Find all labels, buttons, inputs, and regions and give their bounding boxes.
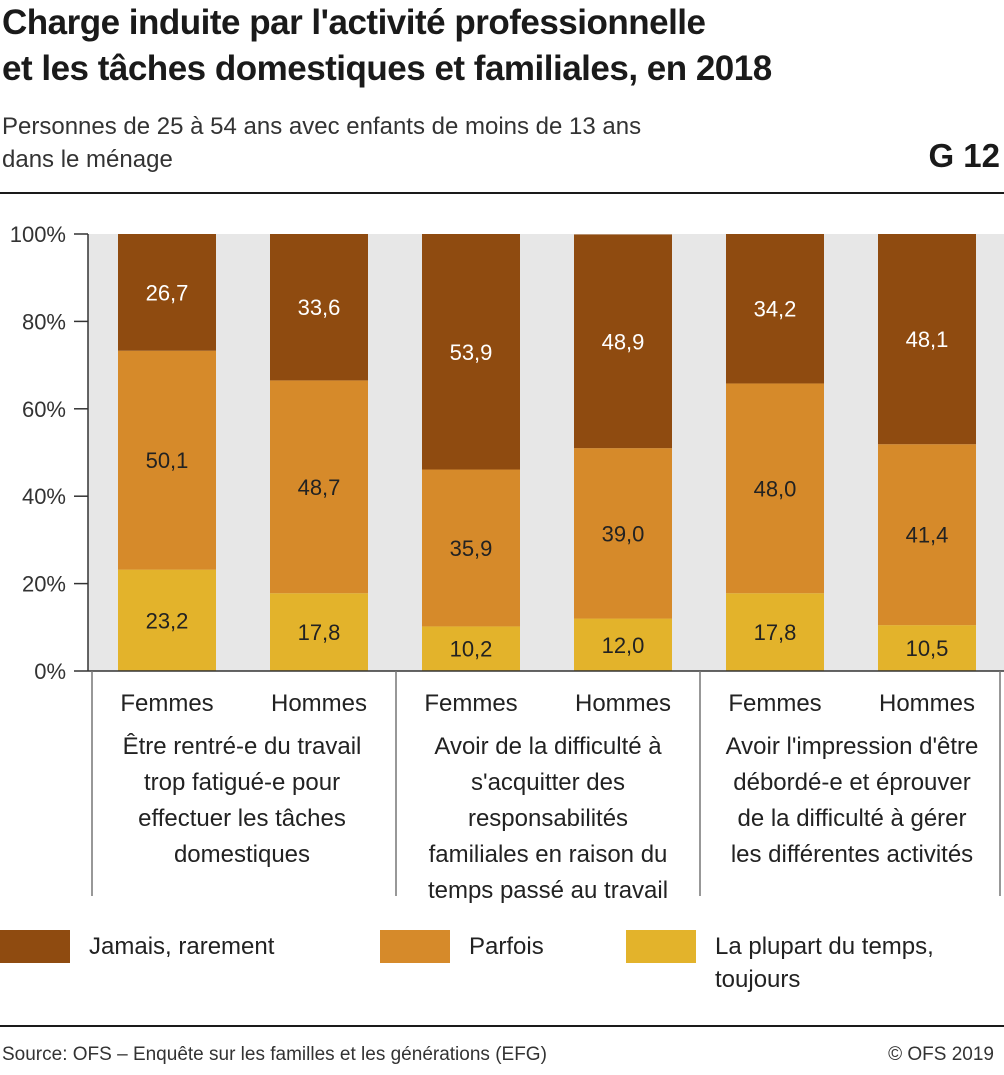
x-category-label: Hommes [879, 690, 975, 717]
group-label-line: les différentes activités [731, 841, 973, 868]
legend-item: Jamais, rarement [0, 930, 274, 963]
bar-value-label: 10,5 [906, 636, 949, 661]
bar-value-label: 48,1 [906, 327, 949, 352]
y-tick-label: 60% [22, 397, 66, 422]
bar-value-label: 48,0 [754, 476, 797, 501]
bar-value-label: 10,2 [450, 637, 493, 662]
bar-segment [270, 234, 368, 381]
bar-value-label: 26,7 [146, 280, 189, 305]
bar-segment [118, 569, 216, 671]
bar-segment [878, 625, 976, 671]
bar-segment [574, 618, 672, 671]
y-tick-label: 0% [34, 659, 66, 684]
legend-label: La plupart du temps, toujours [715, 933, 934, 993]
group-label-line: Être rentré-e du travail [123, 733, 362, 760]
figure-code: G 12 [928, 137, 1000, 174]
bar-segment [574, 448, 672, 619]
bar-value-label: 53,9 [450, 340, 493, 365]
x-category-label: Femmes [728, 690, 821, 717]
bar-value-label: 50,1 [146, 448, 189, 473]
group-label-line: effectuer les tâches [138, 805, 346, 832]
footer-rule [0, 1025, 1004, 1027]
header-rule [0, 192, 1004, 194]
legend-label: Parfois [469, 933, 544, 960]
group-label-line: Avoir l'impression d'être [726, 733, 979, 760]
bar-segment [878, 234, 976, 445]
y-tick-label: 100% [10, 222, 66, 247]
group-label-line: temps passé au travail [428, 877, 668, 904]
bar-value-label: 34,2 [754, 297, 797, 322]
group-label-line: débordé-e et éprouver [733, 769, 971, 796]
bar-segment [270, 593, 368, 671]
bar-segment [270, 380, 368, 594]
y-tick-label: 80% [22, 309, 66, 334]
chart-subtitle: Personnes de 25 à 54 ans avec enfants de… [2, 110, 762, 176]
y-tick-label: 20% [22, 572, 66, 597]
group-label-line: de la difficulté à gérer [737, 805, 966, 832]
bar-segment [726, 383, 824, 594]
legend-label: Jamais, rarement [89, 933, 275, 960]
bar-value-label: 41,4 [906, 523, 949, 548]
legend-swatch [626, 930, 696, 963]
copyright-note: © OFS 2019 [888, 1044, 994, 1065]
group-label-line: domestiques [174, 841, 310, 868]
legend-item: La plupart du temps, toujours [626, 930, 934, 996]
bar-segment [422, 234, 520, 470]
x-category-label: Femmes [424, 690, 517, 717]
x-category-label: Hommes [271, 690, 367, 717]
x-category-label: Hommes [575, 690, 671, 717]
x-category-label: Femmes [120, 690, 213, 717]
group-label-line: familiales en raison du [429, 841, 668, 868]
group-label-line: trop fatigué-e pour [144, 769, 340, 796]
bar-value-label: 39,0 [602, 521, 645, 546]
legend-item: Parfois [380, 930, 544, 963]
bar-value-label: 12,0 [602, 633, 645, 658]
plot-background [88, 234, 1004, 671]
bar-segment [726, 593, 824, 671]
chart-title: Charge induite par l'activité profession… [2, 0, 902, 92]
group-label-line: s'acquitter des [471, 769, 625, 796]
bar-value-label: 33,6 [298, 295, 341, 320]
legend-swatch [380, 930, 450, 963]
bar-segment [118, 234, 216, 351]
subtitle-line-1: Personnes de 25 à 54 ans avec enfants de… [2, 113, 642, 140]
bar-segment [726, 234, 824, 384]
bar-value-label: 23,2 [146, 608, 189, 633]
bar-segment [118, 350, 216, 570]
bar-segment [574, 234, 672, 449]
title-line-1: Charge induite par l'activité profession… [2, 3, 706, 42]
bar-value-label: 48,9 [602, 329, 645, 354]
legend-swatch [0, 930, 70, 963]
group-label-line: responsabilités [468, 805, 628, 832]
bar-segment [422, 626, 520, 671]
bar-segment [878, 444, 976, 626]
bar-value-label: 17,8 [298, 620, 341, 645]
bar-value-label: 35,9 [450, 536, 493, 561]
bar-value-label: 48,7 [298, 475, 341, 500]
source-note: Source: OFS – Enquête sur les familles e… [2, 1044, 547, 1065]
bar-segment [422, 469, 520, 627]
y-tick-label: 40% [22, 484, 66, 509]
subtitle-line-2: dans le ménage [2, 146, 173, 173]
title-line-2: et les tâches domestiques et familiales,… [2, 49, 772, 88]
bar-value-label: 17,8 [754, 620, 797, 645]
group-label-line: Avoir de la difficulté à [434, 733, 662, 760]
